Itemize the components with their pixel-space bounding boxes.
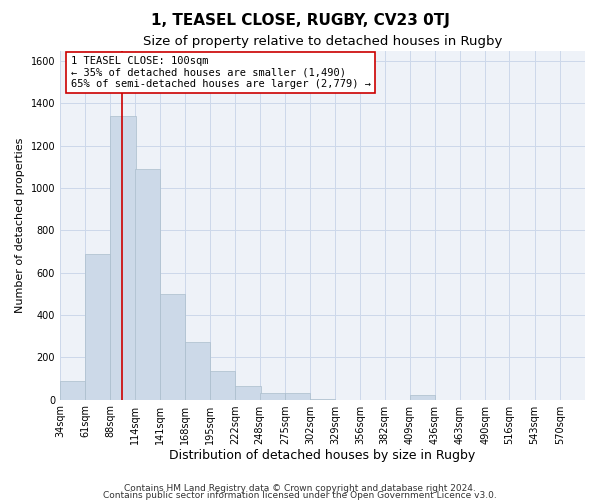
Bar: [160, 294, 185, 400]
Text: 1, TEASEL CLOSE, RUGBY, CV23 0TJ: 1, TEASEL CLOSE, RUGBY, CV23 0TJ: [151, 12, 449, 28]
Bar: [235, 386, 260, 400]
Bar: [110, 116, 136, 400]
Text: Contains HM Land Registry data © Crown copyright and database right 2024.: Contains HM Land Registry data © Crown c…: [124, 484, 476, 493]
Bar: [134, 169, 160, 400]
Bar: [185, 342, 210, 400]
Bar: [85, 254, 110, 400]
Text: Contains public sector information licensed under the Open Government Licence v3: Contains public sector information licen…: [103, 491, 497, 500]
Bar: [410, 396, 435, 400]
Bar: [310, 398, 335, 400]
Bar: [260, 393, 285, 400]
Text: 1 TEASEL CLOSE: 100sqm
← 35% of detached houses are smaller (1,490)
65% of semi-: 1 TEASEL CLOSE: 100sqm ← 35% of detached…: [71, 56, 371, 89]
Y-axis label: Number of detached properties: Number of detached properties: [15, 138, 25, 313]
Bar: [285, 393, 310, 400]
X-axis label: Distribution of detached houses by size in Rugby: Distribution of detached houses by size …: [169, 450, 476, 462]
Title: Size of property relative to detached houses in Rugby: Size of property relative to detached ho…: [143, 35, 502, 48]
Bar: [210, 371, 235, 400]
Bar: [60, 380, 85, 400]
